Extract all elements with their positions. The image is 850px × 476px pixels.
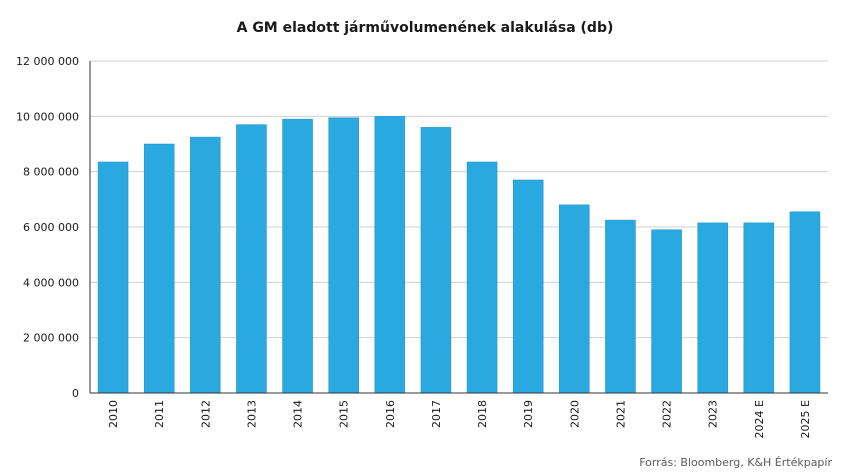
bar xyxy=(743,222,775,394)
x-tick-label: 2012 xyxy=(199,400,212,428)
x-axis-tick-labels: 2010 2011 2012 2013 2014 2015 2016 2017 2018 2019… xyxy=(107,400,812,438)
bar xyxy=(466,161,498,394)
bar xyxy=(143,143,175,394)
y-axis-tick-labels: 0 2 000 000 4 000 000 6 000 000 8 000 000 10 … xyxy=(16,55,79,400)
bar xyxy=(190,136,221,394)
y-tick-label: 2 000 000 xyxy=(23,332,79,345)
y-tick-label: 8 000 000 xyxy=(23,166,79,179)
x-tick-label: 2016 xyxy=(384,400,397,428)
bar xyxy=(282,118,313,394)
y-tick-label: 12 000 000 xyxy=(16,55,79,68)
source-note: Forrás: Bloomberg, K&H Értékpapír xyxy=(639,456,832,469)
bars xyxy=(97,116,821,394)
x-tick-label: 2017 xyxy=(430,400,443,428)
bar xyxy=(236,124,267,394)
y-tick-label: 0 xyxy=(72,387,79,400)
x-tick-label: 2011 xyxy=(153,400,166,428)
y-tick-label: 10 000 000 xyxy=(16,110,79,123)
y-tick-label: 4 000 000 xyxy=(23,276,79,289)
axes xyxy=(89,61,828,394)
x-tick-label: 2025 E xyxy=(799,400,812,438)
bar xyxy=(374,116,406,394)
x-tick-label: 2022 xyxy=(661,400,674,428)
bar xyxy=(559,204,590,394)
x-tick-label: 2015 xyxy=(338,400,351,428)
bar xyxy=(420,127,452,394)
x-tick-label: 2024 E xyxy=(753,400,766,438)
y-tick-label: 6 000 000 xyxy=(23,221,79,234)
x-tick-label: 2023 xyxy=(707,400,720,428)
x-tick-label: 2020 xyxy=(568,400,581,428)
x-tick-label: 2014 xyxy=(292,400,305,428)
bar xyxy=(789,211,821,394)
bar xyxy=(97,161,129,394)
bar xyxy=(651,229,682,394)
bar xyxy=(697,222,728,394)
x-tick-label: 2021 xyxy=(614,400,627,428)
x-tick-label: 2019 xyxy=(522,400,535,428)
x-tick-label: 2013 xyxy=(245,400,258,428)
chart-title: A GM eladott járművolumenének alakulása … xyxy=(236,20,614,36)
bar xyxy=(512,179,544,394)
x-tick-label: 2018 xyxy=(476,400,489,428)
bar xyxy=(328,117,359,394)
bar xyxy=(605,219,636,394)
x-tick-label: 2010 xyxy=(107,400,120,428)
